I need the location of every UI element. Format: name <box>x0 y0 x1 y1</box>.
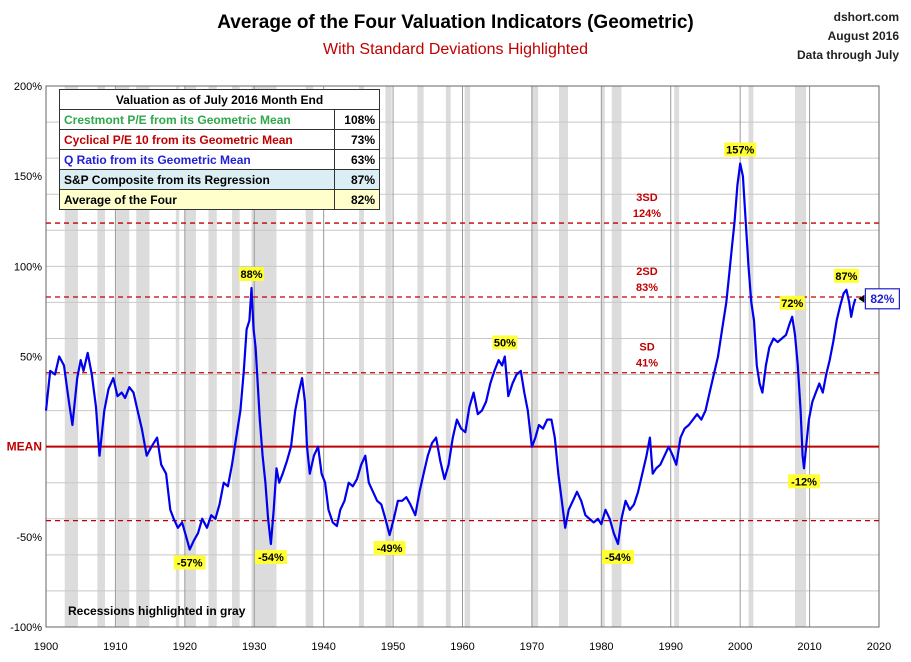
x-tick-label: 1970 <box>520 641 544 653</box>
recession-band <box>232 86 240 627</box>
recession-band <box>795 86 807 627</box>
valuation-table: Valuation as of July 2016 Month End Cres… <box>59 89 380 210</box>
chart-title: Average of the Four Valuation Indicators… <box>217 12 694 33</box>
y-tick-label: -50% <box>16 532 42 544</box>
recession-band <box>97 86 106 627</box>
table-row: Q Ratio from its Geometric Mean 63% <box>59 149 380 170</box>
table-row-value: 108% <box>334 109 380 130</box>
annotation-label: 157% <box>726 145 754 157</box>
table-header-row: Valuation as of July 2016 Month End <box>59 89 380 110</box>
table-row-value: 87% <box>334 169 380 190</box>
x-tick-label: 1950 <box>381 641 405 653</box>
table-row: Crestmont P/E from its Geometric Mean 108… <box>59 109 380 130</box>
table-header: Valuation as of July 2016 Month End <box>59 89 380 110</box>
x-tick-label: 1980 <box>589 641 613 653</box>
x-tick-label: 1990 <box>659 641 683 653</box>
x-tick-label: 1900 <box>34 641 58 653</box>
recession-band <box>184 86 196 627</box>
annotation-label: 88% <box>240 269 262 281</box>
x-tick-label: 2020 <box>867 641 891 653</box>
annotation-label: -57% <box>177 557 203 569</box>
y-tick-label: 100% <box>14 261 42 273</box>
y-tick-label: MEAN <box>7 440 42 454</box>
source-date: August 2016 <box>827 29 899 43</box>
table-row: Cyclical P/E 10 from its Geometric Mean 7… <box>59 129 380 150</box>
annotation-label: -54% <box>605 552 631 564</box>
annotation-box <box>788 474 821 489</box>
series-line <box>44 162 857 551</box>
x-tick-label: 1920 <box>173 641 197 653</box>
recession-band <box>674 86 680 627</box>
recession-band <box>531 86 539 627</box>
annotation-label: -12% <box>791 476 817 488</box>
recession-band <box>464 86 471 627</box>
annotation-box <box>724 142 757 157</box>
y-tick-label: -100% <box>10 622 42 634</box>
x-tick-label: 1940 <box>311 641 335 653</box>
annotation-box <box>254 550 287 565</box>
recession-band <box>116 86 130 627</box>
x-tick-label: 1930 <box>242 641 266 653</box>
table-row: S&P Composite from its Regression 87% <box>59 169 380 190</box>
table-row: Average of the Four 82% <box>59 189 380 210</box>
y-tick-label: 150% <box>14 171 42 183</box>
table-row-label: Cyclical P/E 10 from its Geometric Mean <box>59 129 335 150</box>
sd-label-value: 41% <box>636 358 658 370</box>
table-row-label: Average of the Four <box>59 189 335 210</box>
table-row-value: 73% <box>334 129 380 150</box>
recession-band <box>64 86 78 627</box>
table-row-value: 82% <box>334 189 380 210</box>
y-tick-label: 50% <box>20 352 42 364</box>
annotation-box <box>601 550 634 565</box>
table-row-label: Crestmont P/E from its Geometric Mean <box>59 109 335 130</box>
callout-value: 82% <box>870 292 894 306</box>
recession-band <box>558 86 569 627</box>
sd-label-name: 2SD <box>636 266 657 278</box>
sd-label-name: SD <box>639 342 654 354</box>
recession-band <box>748 86 754 627</box>
recession-band <box>445 86 451 627</box>
table-row-label: Q Ratio from its Geometric Mean <box>59 149 335 170</box>
annotation-label: 72% <box>781 298 803 310</box>
chart-subtitle: With Standard Deviations Highlighted <box>322 41 589 58</box>
y-tick-label: 200% <box>14 81 42 93</box>
annotation-label: 87% <box>835 271 857 283</box>
source-site: dshort.com <box>833 10 899 24</box>
annotation-box <box>833 268 859 283</box>
x-tick-label: 2000 <box>728 641 752 653</box>
recession-band <box>385 86 392 627</box>
recession-band <box>359 86 364 627</box>
annotation-box <box>492 335 518 350</box>
x-tick-label: 1910 <box>103 641 127 653</box>
recession-band <box>601 86 605 627</box>
source-block: dshort.com August 2016 Data through July <box>797 8 899 65</box>
annotation-box <box>238 266 264 281</box>
recession-band <box>208 86 217 627</box>
recession-band <box>136 86 150 627</box>
annotation-label: -54% <box>258 552 284 564</box>
table-row-value: 63% <box>334 149 380 170</box>
recession-band <box>611 86 622 627</box>
annotation-label: 50% <box>494 338 516 350</box>
annotation-box <box>779 295 805 310</box>
sd-label-value: 124% <box>633 208 661 220</box>
callout-box <box>864 288 900 310</box>
sd-label-value: 83% <box>636 282 658 294</box>
recession-band <box>305 86 314 627</box>
annotation-box <box>373 541 406 556</box>
recession-band <box>417 86 424 627</box>
sd-label-name: 3SD <box>636 192 657 204</box>
annotation-box <box>173 555 206 570</box>
x-tick-label: 2010 <box>797 641 821 653</box>
recession-footnote: Recessions highlighted in gray <box>68 604 246 618</box>
x-tick-label: 1960 <box>450 641 474 653</box>
callout-arrow <box>858 294 865 303</box>
annotation-label: -49% <box>377 543 403 555</box>
source-data-through: Data through July <box>796 48 899 62</box>
table-row-label: S&P Composite from its Regression <box>59 169 335 190</box>
plot-border <box>45 85 880 628</box>
recession-band <box>175 86 180 627</box>
